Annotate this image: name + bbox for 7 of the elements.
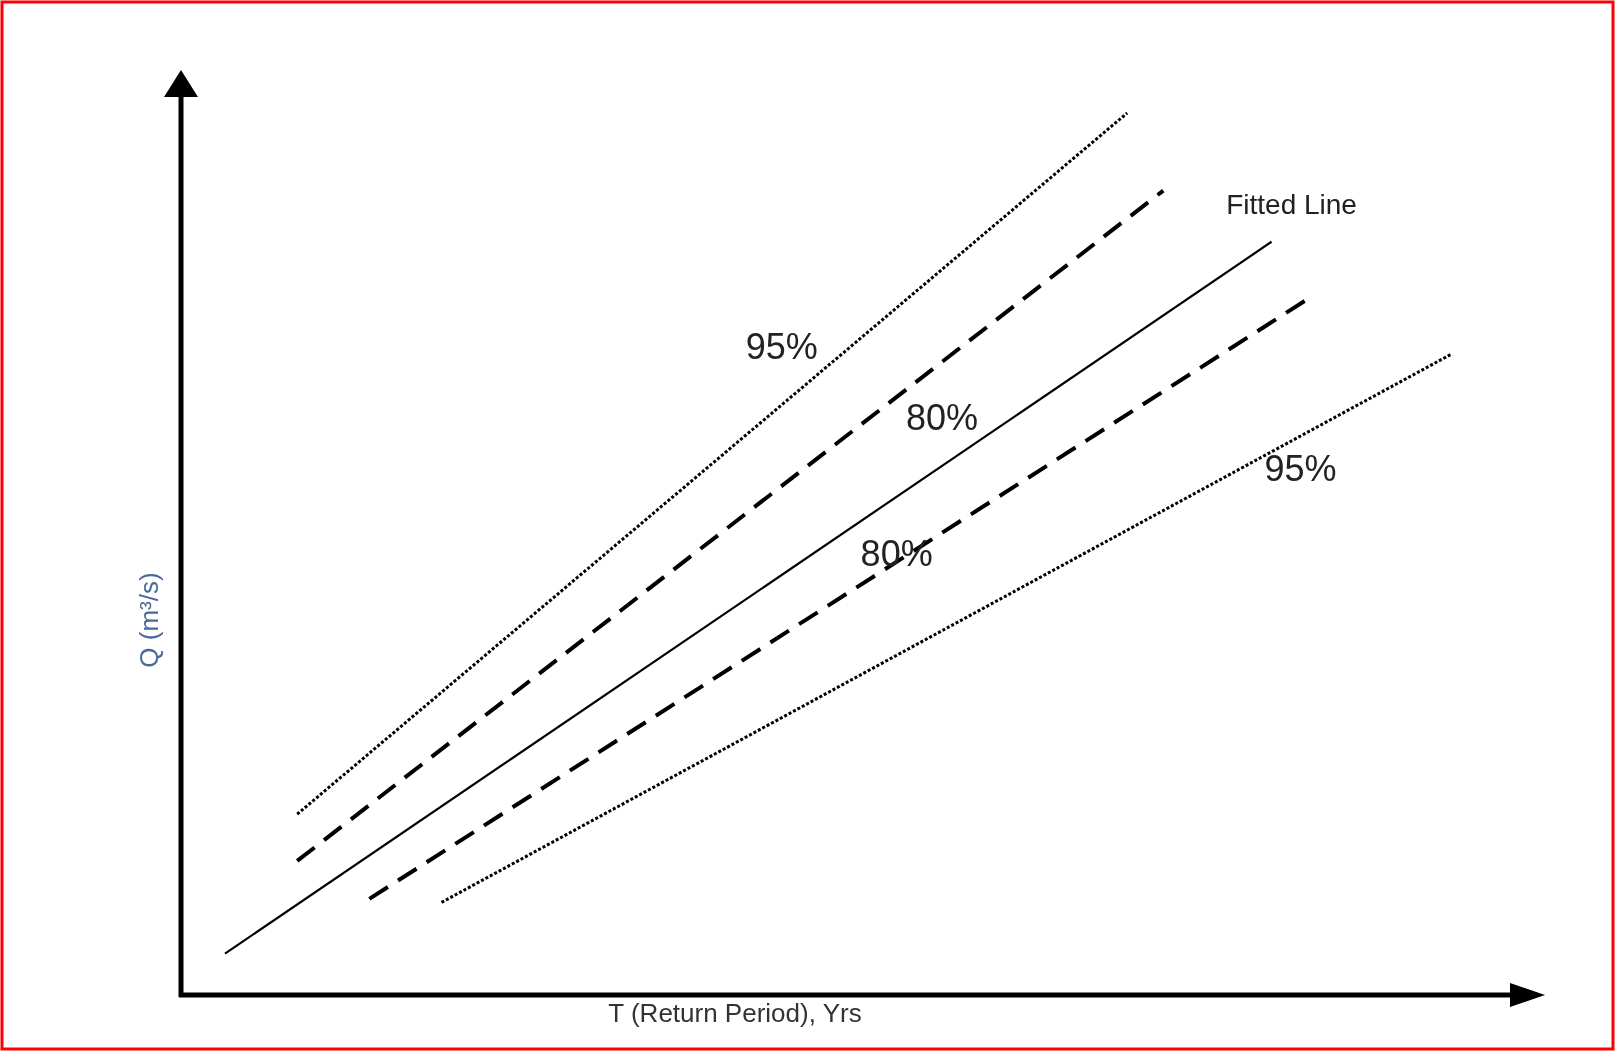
series-label: 80% (906, 397, 979, 439)
x-axis-title: T (Return Period), Yrs (608, 998, 862, 1028)
series-label: Fitted Line (1226, 188, 1357, 220)
series-label: 95% (745, 326, 818, 368)
series-label: 80% (860, 532, 933, 574)
y-axis-title: Q (m³/s) (134, 572, 164, 668)
series-label: 95% (1264, 448, 1337, 490)
